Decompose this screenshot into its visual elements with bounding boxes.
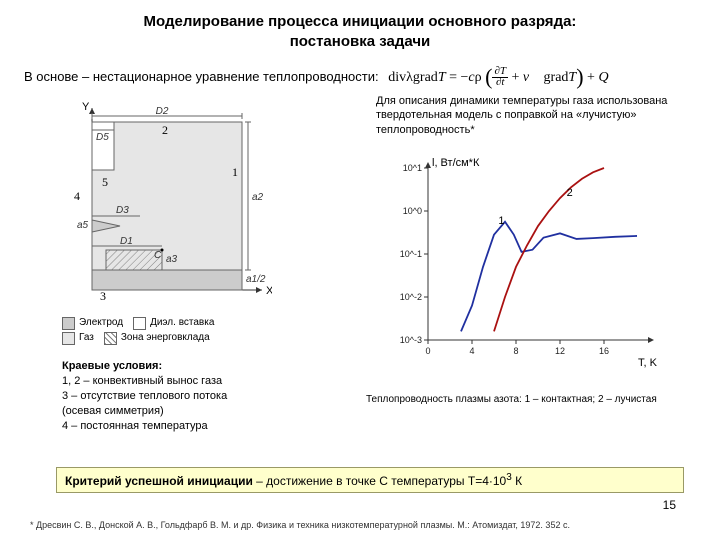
title-line2: постановка задачи — [290, 33, 431, 50]
svg-text:10^1: 10^1 — [403, 163, 422, 173]
x-axis-label: X — [266, 285, 272, 297]
svg-text:1: 1 — [498, 215, 504, 227]
y-axis-label: Y — [82, 101, 90, 113]
c-label: C — [154, 250, 162, 261]
svg-text:16: 16 — [599, 346, 609, 356]
page-number: 15 — [663, 498, 676, 512]
svg-text:10^-3: 10^-3 — [400, 335, 422, 345]
title-line1: Моделирование процесса инициации основно… — [144, 13, 577, 30]
model-note: Для описания динамики температуры газа и… — [376, 94, 686, 137]
svg-text:0: 0 — [425, 346, 430, 356]
d5-label: D5 — [96, 132, 109, 143]
diagram-legend: Электрод Диэл. вставка Газ Зона энерговк… — [62, 316, 214, 346]
a2-label: a2 — [252, 192, 264, 203]
svg-text:10^0: 10^0 — [403, 206, 422, 216]
svg-text:4: 4 — [469, 346, 474, 356]
svg-text:8: 8 — [513, 346, 518, 356]
criterion-box: Критерий успешной инициации – достижение… — [56, 467, 684, 493]
a5-label: a5 — [77, 220, 89, 231]
slide-title: Моделирование процесса инициации основно… — [0, 12, 720, 51]
a12-label: a1/2 — [246, 274, 266, 285]
svg-text:10^-2: 10^-2 — [400, 292, 422, 302]
footnote: * Дресвин С. В., Донской А. В., Гольдфар… — [30, 520, 570, 530]
d1-label: D1 — [120, 236, 133, 247]
d2-label: D2 — [156, 106, 169, 117]
svg-text:12: 12 — [555, 346, 565, 356]
bn5: 5 — [102, 175, 108, 189]
eq-prefix: В основе – нестационарное уравнение тепл… — [24, 69, 379, 84]
bn3: 3 — [100, 289, 106, 303]
svg-text:10^-1: 10^-1 — [400, 249, 422, 259]
svg-text:T, K: T, K — [638, 357, 658, 369]
bn4: 4 — [74, 189, 80, 203]
chart-caption: Теплопроводность плазмы азота: 1 – конта… — [366, 394, 696, 405]
conductivity-chart: 048121610^-310^-210^-110^010^1l, Вт/см*К… — [380, 154, 660, 364]
svg-text:l, Вт/см*К: l, Вт/см*К — [432, 157, 480, 169]
svg-text:2: 2 — [567, 187, 573, 199]
d3-label: D3 — [116, 205, 129, 216]
content-area: X Y D2 — [0, 94, 720, 454]
equation-row: В основе – нестационарное уравнение тепл… — [24, 61, 720, 88]
a3-label: a3 — [166, 254, 178, 265]
boundary-conditions: Краевые условия: 1, 2 – конвективный вын… — [62, 359, 227, 433]
bn1: 1 — [232, 165, 238, 179]
bn2: 2 — [162, 123, 168, 137]
